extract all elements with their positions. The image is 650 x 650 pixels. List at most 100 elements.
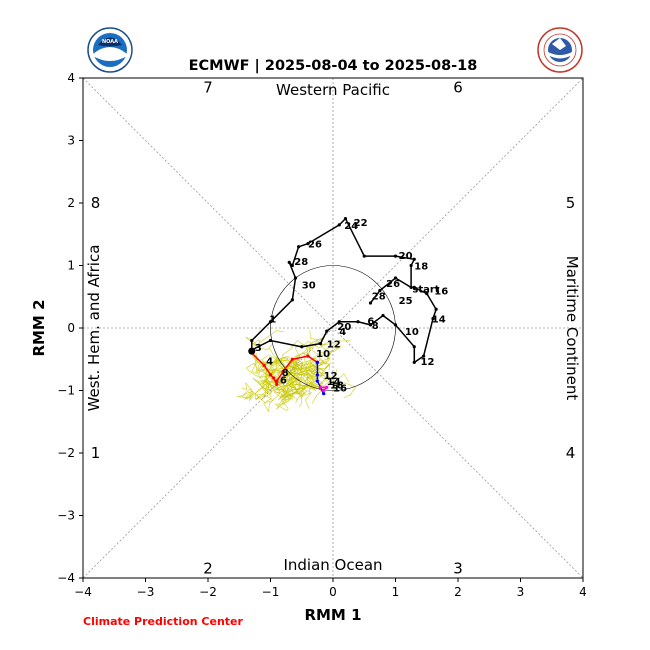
day-label: 28: [294, 257, 308, 268]
x-tick-label: −2: [199, 585, 217, 599]
track-point: [306, 242, 310, 246]
track-point: [300, 345, 304, 349]
track-point: [318, 342, 323, 346]
track-point: [434, 307, 438, 311]
y-axis-label: RMM 2: [30, 299, 48, 356]
region-label-west-hem-africa: West. Hem. and Africa: [85, 245, 103, 412]
phase-label: 8: [91, 194, 101, 212]
x-tick-label: 2: [454, 585, 462, 599]
day-label: 3: [255, 343, 262, 354]
ensemble-line: [286, 359, 332, 374]
track-point: [325, 329, 329, 333]
y-tick-label: −4: [57, 571, 75, 585]
phase-label: 4: [566, 444, 576, 462]
track-point: [306, 354, 310, 358]
y-tick-label: 0: [67, 321, 75, 335]
ensemble-line: [273, 357, 331, 391]
day-label: 22: [354, 218, 368, 229]
ensemble-line: [271, 330, 319, 375]
y-tick-label: −1: [57, 384, 75, 398]
track-point: [322, 388, 326, 393]
day-label: 10: [405, 327, 419, 338]
ensemble-line: [255, 371, 292, 400]
track-point: [412, 360, 416, 364]
phase-label: 5: [566, 194, 576, 212]
x-tick-label: 3: [517, 585, 525, 599]
track-point: [293, 276, 298, 280]
track-point: [318, 385, 323, 389]
ensemble-line: [289, 372, 356, 399]
day-label: 18: [414, 262, 428, 273]
track-point: [290, 357, 294, 361]
ensemble-line: [245, 361, 269, 382]
phase-label: 1: [91, 444, 101, 462]
track-point: [337, 320, 341, 324]
day-label: 8: [372, 321, 379, 332]
ensemble-line: [237, 382, 266, 401]
track-point: [262, 363, 266, 368]
forecast-start-marker: [248, 347, 256, 355]
day-label: 1: [269, 315, 276, 326]
x-tick-label: −4: [74, 585, 92, 599]
unit-circle: [270, 265, 396, 391]
phase-label: 6: [453, 78, 463, 96]
svg-text:NOAA: NOAA: [102, 39, 118, 45]
day-label: 4: [339, 327, 346, 338]
y-tick-label: 4: [67, 71, 75, 85]
day-label: 18: [330, 380, 344, 391]
track-point: [337, 223, 341, 227]
day-label: 20: [399, 251, 413, 262]
region-label-western-pacific: Western Pacific: [276, 81, 390, 99]
ensemble-line: [256, 358, 299, 378]
day-label: 28: [372, 292, 386, 303]
chart-title: ECMWF | 2025-08-04 to 2025-08-18: [189, 58, 478, 74]
day-label: 24: [344, 221, 358, 232]
phase-label: 3: [453, 560, 463, 578]
day-label: 12: [324, 371, 338, 382]
track-point: [287, 260, 291, 264]
day-label: 12: [421, 357, 435, 368]
track-point: [412, 285, 416, 289]
day-label: 4: [266, 357, 273, 368]
y-tick-label: −2: [57, 446, 75, 460]
day-label: 8: [282, 368, 289, 379]
day-label: 6: [367, 317, 374, 328]
ensemble-line: [255, 368, 303, 403]
track-point: [356, 320, 360, 324]
x-tick-label: −1: [262, 585, 280, 599]
track-point: [393, 323, 398, 327]
ensemble-line: [290, 382, 327, 396]
x-tick-label: −3: [137, 585, 155, 599]
y-tick-label: −3: [57, 509, 75, 523]
ensemble-line: [289, 357, 331, 377]
region-label-maritime-continent: Maritime Continent: [563, 256, 581, 401]
day-label: 25: [399, 296, 413, 307]
x-axis-label: RMM 1: [304, 606, 361, 624]
track-point: [425, 292, 429, 296]
track-point: [268, 373, 273, 377]
track-point: [275, 382, 279, 386]
track-point: [343, 217, 348, 221]
region-label-indian-ocean: Indian Ocean: [283, 556, 382, 574]
track-point: [268, 338, 273, 343]
phase-label: 2: [203, 560, 213, 578]
track-point: [290, 298, 294, 302]
track-point: [378, 288, 382, 293]
x-tick-label: 0: [329, 585, 337, 599]
day-label: 26: [308, 240, 322, 251]
credit-text: Climate Prediction Center: [83, 615, 243, 628]
ensemble-line: [241, 379, 269, 401]
day-label: 14: [432, 315, 446, 326]
track-point: [322, 392, 326, 396]
noaa-logo: NOAA: [87, 27, 133, 73]
track-point: [409, 263, 413, 268]
track-point: [250, 338, 254, 343]
track-point: [362, 254, 366, 258]
day-label: start: [412, 285, 439, 296]
track-point: [412, 257, 416, 261]
track-point: [290, 263, 294, 268]
track-point: [281, 370, 285, 374]
day-label: 6: [280, 375, 287, 386]
